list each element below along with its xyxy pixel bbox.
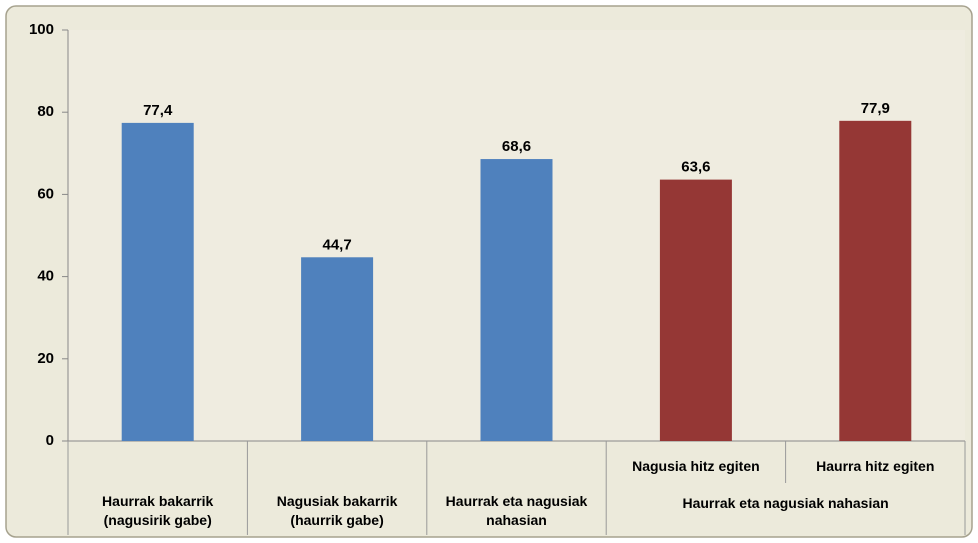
bar <box>839 120 912 442</box>
data-label: 44,7 <box>322 236 351 253</box>
bar <box>301 257 374 441</box>
y-tick-label: 20 <box>37 350 54 367</box>
x-tick-label: Haurrak bakarrik (nagusirik gabe) <box>102 493 214 528</box>
y-tick-label: 80 <box>37 103 54 120</box>
bar <box>121 122 194 442</box>
x-tick-label: Haurra hitz egiten <box>816 458 935 474</box>
data-label: 68,6 <box>502 138 531 155</box>
bar <box>659 179 732 441</box>
y-tick-label: 60 <box>37 185 54 202</box>
x-tick-label: Nagusiak bakarrik (haurrik gabe) <box>276 493 398 528</box>
data-label: 77,9 <box>861 100 890 117</box>
bar <box>480 159 553 441</box>
data-label: 63,6 <box>681 159 710 176</box>
y-tick-label: 0 <box>46 432 54 449</box>
y-tick-label: 100 <box>29 21 54 38</box>
group-label: Haurrak eta nagusiak nahasian <box>682 495 889 511</box>
data-label: 77,4 <box>143 102 173 119</box>
x-tick-label: Nagusia hitz egiten <box>632 458 760 474</box>
x-tick-label: Haurrak eta nagusiak nahasian <box>445 493 588 528</box>
y-tick-label: 40 <box>37 268 54 285</box>
